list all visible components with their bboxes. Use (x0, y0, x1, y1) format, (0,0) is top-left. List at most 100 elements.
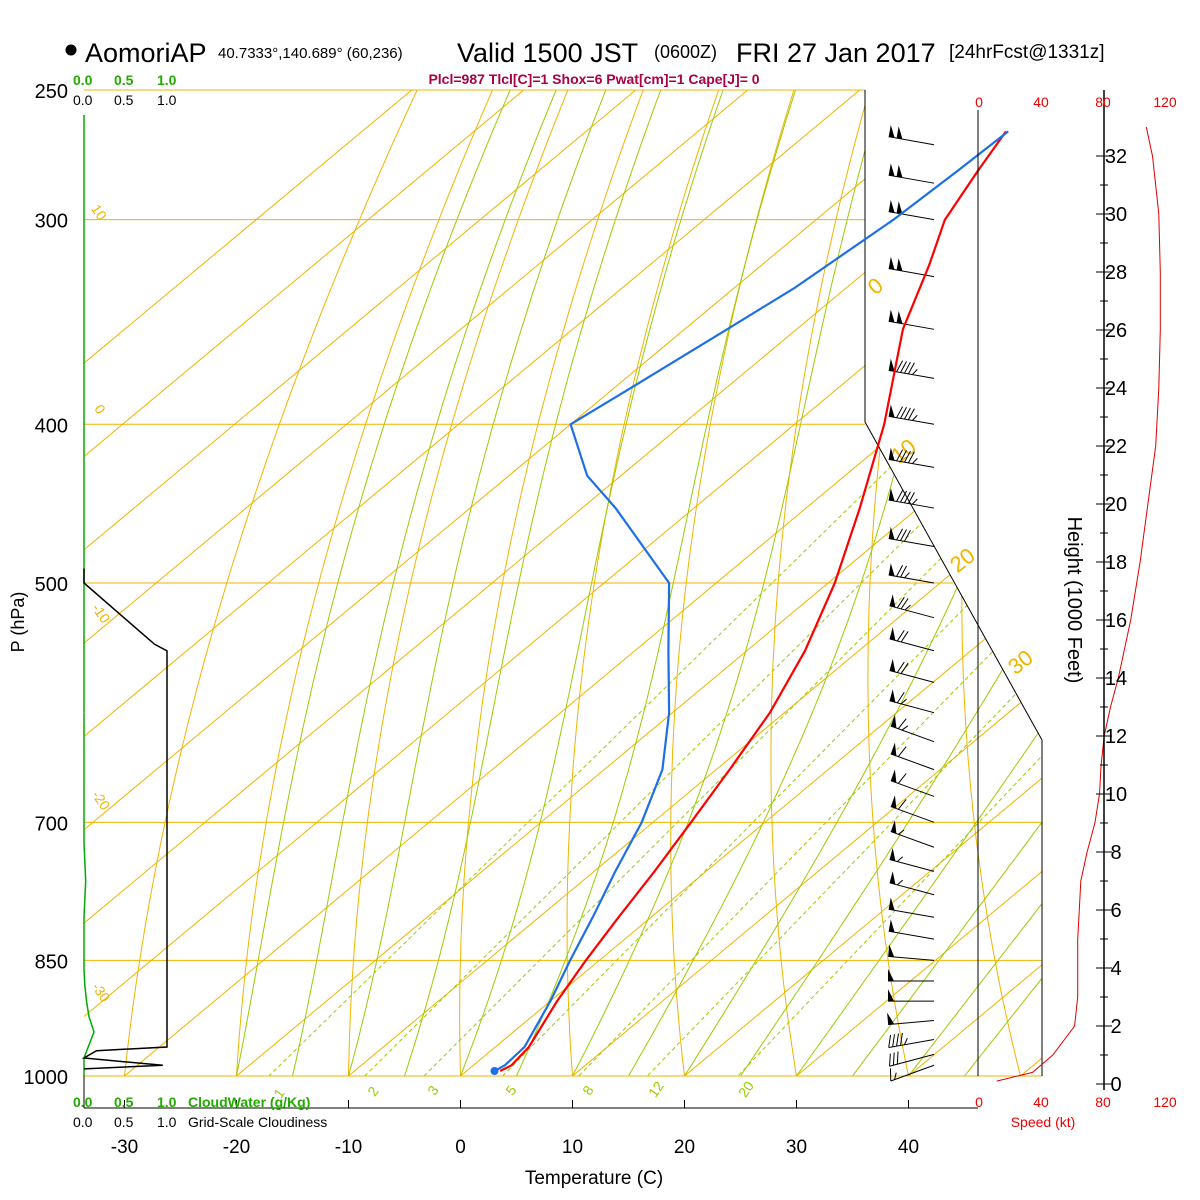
wind-barb-feather (900, 361, 907, 373)
wind-barb (888, 944, 935, 961)
wind-barb (890, 795, 935, 823)
isotherm-line (602, 90, 1042, 1076)
dry-adiabat-line (770, 90, 920, 1076)
wind-barb-staff (888, 1020, 935, 1026)
moist-adiabat-line (908, 90, 1042, 1076)
valid-zulu: (0600Z) (654, 42, 717, 62)
wind-barb-feather (900, 565, 907, 578)
mixing-ratio-line (467, 423, 1042, 1076)
wind-barb (889, 871, 935, 896)
wind-barb-pennant (890, 714, 897, 728)
wind-barb-pennant (896, 126, 903, 140)
wind-barb-feather (911, 458, 918, 464)
temperature-tick-label: -10 (335, 1137, 362, 1158)
height-tick-label: 32 (1105, 146, 1127, 168)
wind-barb-pennant (888, 919, 895, 933)
wind-barb (888, 256, 935, 278)
height-tick-label: 22 (1105, 436, 1127, 458)
wind-barb-feather (900, 1032, 903, 1046)
speed-tick-top: 0 (975, 94, 983, 110)
plot-frame (83, 89, 1043, 1108)
sounding-series (490, 130, 1009, 1076)
wind-barb-pennant (889, 627, 896, 641)
wind-barb-feather (900, 662, 909, 674)
cloudiness-label: Grid-Scale Cloudiness (188, 1114, 327, 1130)
wind-barb-staff (889, 882, 935, 896)
wind-barb-pennant (888, 526, 895, 540)
cloudwater-tick-bottom: 0.5 (114, 1094, 134, 1110)
cloud-scale-top: 0.0 0.5 1.0 0.0 0.5 1.0 (73, 72, 177, 108)
pressure-axis-label: P (hPa) (8, 592, 28, 653)
wind-barb-feather (900, 529, 907, 541)
moist-adiabat-line (379, 90, 725, 1076)
wind-barb (888, 989, 934, 1002)
wind-barbs (887, 124, 935, 1082)
temperature-tick-label: 0 (455, 1137, 466, 1158)
mixing-ratio-line (704, 423, 1042, 1076)
isotherm-line (84, 90, 1042, 1076)
wind-barb-feather (904, 529, 911, 542)
wind-barb-feather (903, 1037, 908, 1045)
wind-barb-feather (896, 565, 904, 577)
wind-barb-feather (911, 498, 918, 505)
wind-barb-feather (896, 856, 904, 862)
cloudiness-tick-bottom: 1.0 (157, 1114, 177, 1130)
wind-barb-pennant (890, 769, 897, 783)
mixing-ratio-line (329, 423, 1022, 1076)
height-tick-label: 24 (1105, 378, 1127, 400)
temperature-line (499, 130, 1007, 1072)
cloudiness-tick-top: 0.0 (73, 92, 93, 108)
wind-barb-staff (888, 538, 935, 548)
wind-barb-feather (897, 718, 907, 730)
station-name: AomoriAP (85, 38, 207, 68)
wind-barb-staff (889, 858, 935, 872)
pressure-tick-label: 850 (35, 951, 68, 973)
speed-tick-top: 120 (1153, 94, 1177, 110)
speed-tick-top: 80 (1095, 94, 1111, 110)
wind-barb-pennant (888, 897, 895, 911)
wind-barb-staff (890, 806, 935, 823)
wind-barb-feather (897, 746, 907, 757)
dewpoint-line (493, 130, 1009, 1072)
mixing-ratio-label: 2 (364, 1083, 382, 1099)
wind-barb-staff (888, 955, 935, 961)
wind-barb-pennant (888, 163, 895, 177)
pressure-tick-label: 300 (35, 211, 68, 233)
cloudiness-tick-bottom: 0.5 (114, 1114, 134, 1130)
temperature-tick-label: -30 (111, 1137, 138, 1158)
wind-barb-staff (889, 1053, 935, 1067)
isotherm-line (84, 90, 603, 1076)
moist-adiabat-line (327, 90, 673, 1076)
valid-date: FRI 27 Jan 2017 (736, 38, 936, 68)
cloudiness-line (81, 568, 168, 1070)
cloudwater-tick-bottom: 0.0 (73, 1094, 93, 1110)
wind-barb (889, 627, 935, 652)
speed-tick-bottom: 40 (1033, 1094, 1049, 1110)
wind-barb-feather (900, 407, 907, 419)
wind-barb (888, 526, 935, 548)
wind-barb-feather (900, 450, 907, 462)
moist-adiabat-line (221, 90, 583, 1076)
wind-barb (890, 769, 935, 797)
wind-barb (888, 124, 935, 146)
wind-barb (889, 1051, 935, 1067)
wind-barb-feather (907, 362, 915, 375)
mixing-ratio-label: 5 (502, 1082, 520, 1098)
wind-barb-feather (894, 1072, 897, 1080)
isotherm-line (714, 90, 1042, 1076)
cloudwater-tick-top: 1.0 (157, 72, 177, 88)
height-tick-label: 20 (1105, 494, 1127, 516)
wind-barb (888, 199, 935, 221)
wind-barb (888, 919, 935, 940)
wind-barb (888, 1032, 935, 1048)
mixing-ratio-label: 12 (645, 1078, 667, 1100)
isotherm-line (84, 90, 1042, 1076)
isotherm-line (154, 90, 1042, 1076)
wind-barb-staff (888, 211, 935, 221)
speed-tick-top: 40 (1033, 94, 1049, 110)
wind-barb (888, 309, 935, 330)
wind-barb (890, 714, 935, 743)
height-tick-label: 10 (1105, 784, 1127, 806)
moist-adiabat-line (745, 90, 1042, 1076)
